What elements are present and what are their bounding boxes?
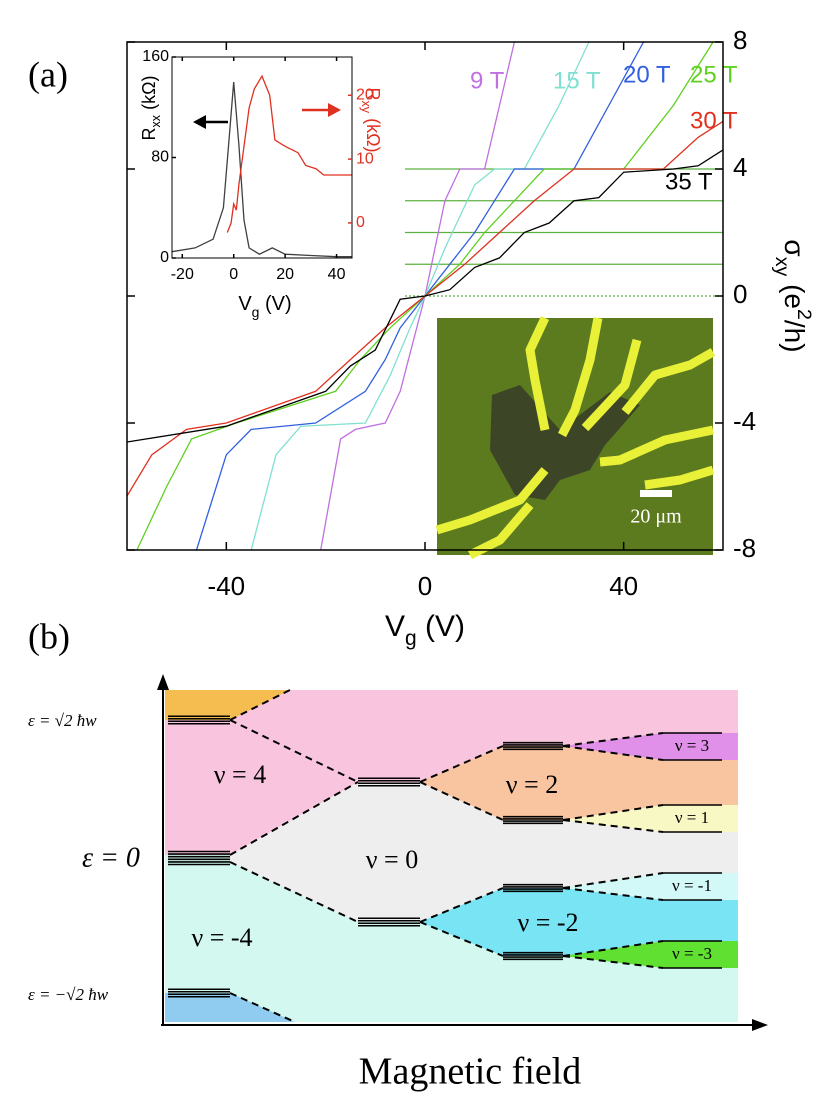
- inset-background: [172, 57, 352, 258]
- y2-axis-label-part: xy: [359, 100, 373, 113]
- landau-diagram: [157, 674, 768, 1031]
- filling-label: ν = 0: [366, 845, 418, 874]
- x-tick-label: 20: [276, 266, 294, 283]
- filling-label: ν = 4: [214, 760, 266, 789]
- y-tick-label: 4: [733, 152, 747, 182]
- y-axis-label: Rxx (kΩ): [139, 75, 164, 140]
- y2-axis-label: Rxy (kΩ): [359, 87, 384, 152]
- series-label: 35 T: [665, 168, 713, 195]
- y-axis-label-part: σ: [779, 239, 810, 256]
- scale-bar-label: 20 μm: [630, 506, 682, 528]
- x-axis-label-part: (V): [259, 293, 291, 315]
- x-tick-label: -40: [208, 571, 246, 601]
- x-tick-label: 0: [418, 571, 432, 601]
- series-label: 20 T: [623, 61, 671, 88]
- series-label: 30 T: [690, 107, 738, 134]
- arrow-head: [193, 115, 206, 129]
- filling-label: ν = -4: [191, 923, 252, 952]
- series-line: [126, 149, 724, 443]
- y-tick-label: -4: [733, 406, 756, 436]
- filling-label: ν = 2: [506, 770, 558, 799]
- y-tick-label: -8: [733, 533, 756, 563]
- filling-label: ν = -3: [672, 944, 712, 963]
- y-axis-label-part: (kΩ): [139, 75, 159, 114]
- y-tick-label: 160: [142, 48, 169, 65]
- x-axis-label-part: g: [405, 627, 417, 650]
- filling-label: ν = -1: [672, 876, 712, 895]
- panel-label: (b): [28, 616, 70, 656]
- filling-label: ν = 1: [675, 808, 709, 827]
- x-axis-label: Vg (V): [238, 293, 291, 319]
- x-axis-label-part: g: [252, 304, 260, 320]
- y-tick-label: 80: [151, 149, 169, 166]
- y-axis-label-part: 2: [793, 309, 815, 320]
- series-line: [171, 82, 352, 258]
- x-axis-label: Magnetic field: [359, 1051, 582, 1093]
- series-label: 9 T: [470, 67, 505, 94]
- energy-label: ε = −√2 ħw: [28, 985, 109, 1004]
- y-axis-label-part: R: [139, 128, 159, 141]
- y-tick-label: 0: [733, 279, 747, 309]
- x-tick-label: -20: [171, 266, 194, 283]
- y-axis-label-part: (e: [779, 276, 810, 309]
- device-photo: 20 μm: [435, 316, 716, 560]
- energy-label: ε = 0: [82, 842, 140, 873]
- y2-tick-label: 20: [356, 87, 374, 104]
- y-axis-label-part: xy: [771, 257, 793, 277]
- y2-tick-label: 10: [356, 150, 374, 167]
- x-axis-label: Vg (V): [385, 610, 465, 650]
- arrow-head: [328, 103, 341, 117]
- panel-label: (a): [28, 54, 68, 94]
- y-axis-label: σxy (e2/h): [771, 239, 815, 352]
- y-tick-label: 8: [733, 25, 747, 55]
- series-label: 15 T: [553, 67, 601, 94]
- x-tick-label: 40: [609, 571, 638, 601]
- y2-tick-label: 0: [356, 214, 365, 231]
- y2-axis-label-part: (kΩ): [363, 113, 383, 152]
- y-axis-label-part: /h): [779, 320, 810, 353]
- y-axis-label-part: xx: [149, 114, 163, 127]
- filling-label: ν = -2: [517, 908, 578, 937]
- series-line: [226, 74, 352, 233]
- y2-axis-label-part: R: [363, 87, 383, 100]
- x-axis-label-part: (V): [417, 610, 465, 643]
- x-tick-label: 40: [328, 266, 346, 283]
- energy-label: ε = √2 ħw: [28, 711, 97, 730]
- series-label: 25 T: [690, 61, 738, 88]
- y-tick-label: 0: [160, 249, 169, 266]
- x-axis-label-part: V: [385, 610, 405, 643]
- filling-label: ν = 3: [675, 736, 709, 755]
- x-axis-label-part: V: [238, 293, 252, 315]
- x-tick-label: 0: [229, 266, 238, 283]
